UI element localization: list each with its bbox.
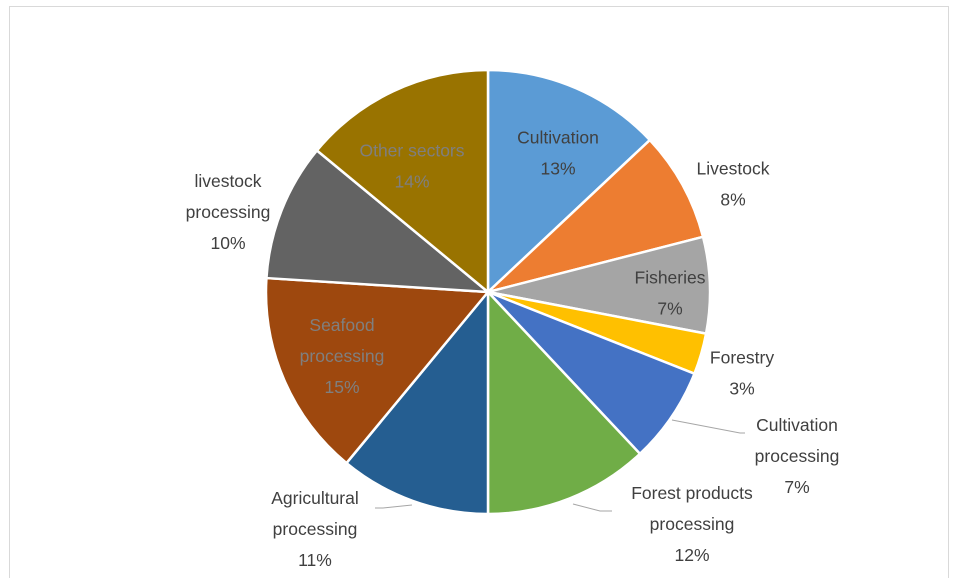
data-label-agricultural-processing: Agricultural processing 11% [271, 488, 359, 570]
slice-percent-label: 13% [540, 159, 575, 179]
pie-slice-seafood-processing [264, 276, 490, 465]
data-label-livestock: Livestock 8% [697, 159, 770, 210]
pie-slice-other-sectors [315, 68, 490, 294]
leader-line [572, 503, 612, 512]
pie-slice-forest-products-processing [486, 290, 642, 516]
slice-category-label: processing [650, 514, 735, 534]
data-label-forest-products-processing: Forest products processing 12% [631, 483, 753, 565]
data-labels: Cultivation 13% Livestock 8% Fisheries 7% Fore… [186, 128, 840, 571]
slice-percent-label: 11% [298, 550, 332, 570]
slice-category-label: Fisheries [635, 268, 706, 288]
slice-percent-label: 10% [210, 233, 245, 253]
slice-category-label: Livestock [697, 159, 770, 179]
slice-percent-label: 14% [394, 172, 429, 192]
slice-category-label: Forestry [710, 348, 774, 368]
slice-category-label: livestock [194, 171, 261, 191]
data-label-forestry: Forestry 3% [710, 348, 774, 399]
slice-category-label: Cultivation [517, 128, 599, 148]
data-label-other-sectors: Other sectors 14% [359, 141, 464, 192]
slice-percent-label: 12% [674, 545, 709, 565]
data-label-cultivation: Cultivation 13% [517, 128, 599, 179]
slice-category-label: Forest products [631, 483, 753, 503]
data-label-fisheries: Fisheries 7% [635, 268, 706, 319]
slice-category-label: processing [273, 519, 358, 539]
slice-category-label: Cultivation [756, 415, 838, 435]
leader-line [375, 504, 413, 509]
slice-percent-label: 7% [657, 299, 682, 319]
slice-category-label: Seafood [309, 315, 374, 335]
slice-category-label: processing [755, 446, 840, 466]
data-label-cultivation-processing: Cultivation processing 7% [755, 415, 840, 497]
slice-percent-label: 3% [729, 379, 754, 399]
data-label-seafood-processing: Seafood processing 15% [300, 315, 385, 397]
slice-category-label: Agricultural [271, 488, 359, 508]
pie-slice-cultivation [486, 68, 652, 294]
slice-percent-label: 8% [720, 190, 745, 210]
leader-line [671, 419, 745, 434]
pie-slices [264, 68, 712, 516]
data-label-livestock-processing: livestock processing 10% [186, 171, 271, 253]
pie-slice-livestock [486, 138, 705, 294]
slice-category-label: processing [186, 202, 271, 222]
slice-percent-label: 15% [324, 377, 359, 397]
slice-percent-label: 7% [784, 477, 809, 497]
pie-slice-agricultural-processing [345, 290, 490, 516]
pie-slice-livestock-processing [265, 149, 490, 294]
leader-lines [375, 419, 745, 512]
slice-category-label: processing [300, 346, 385, 366]
slice-category-label: Other sectors [359, 141, 464, 161]
